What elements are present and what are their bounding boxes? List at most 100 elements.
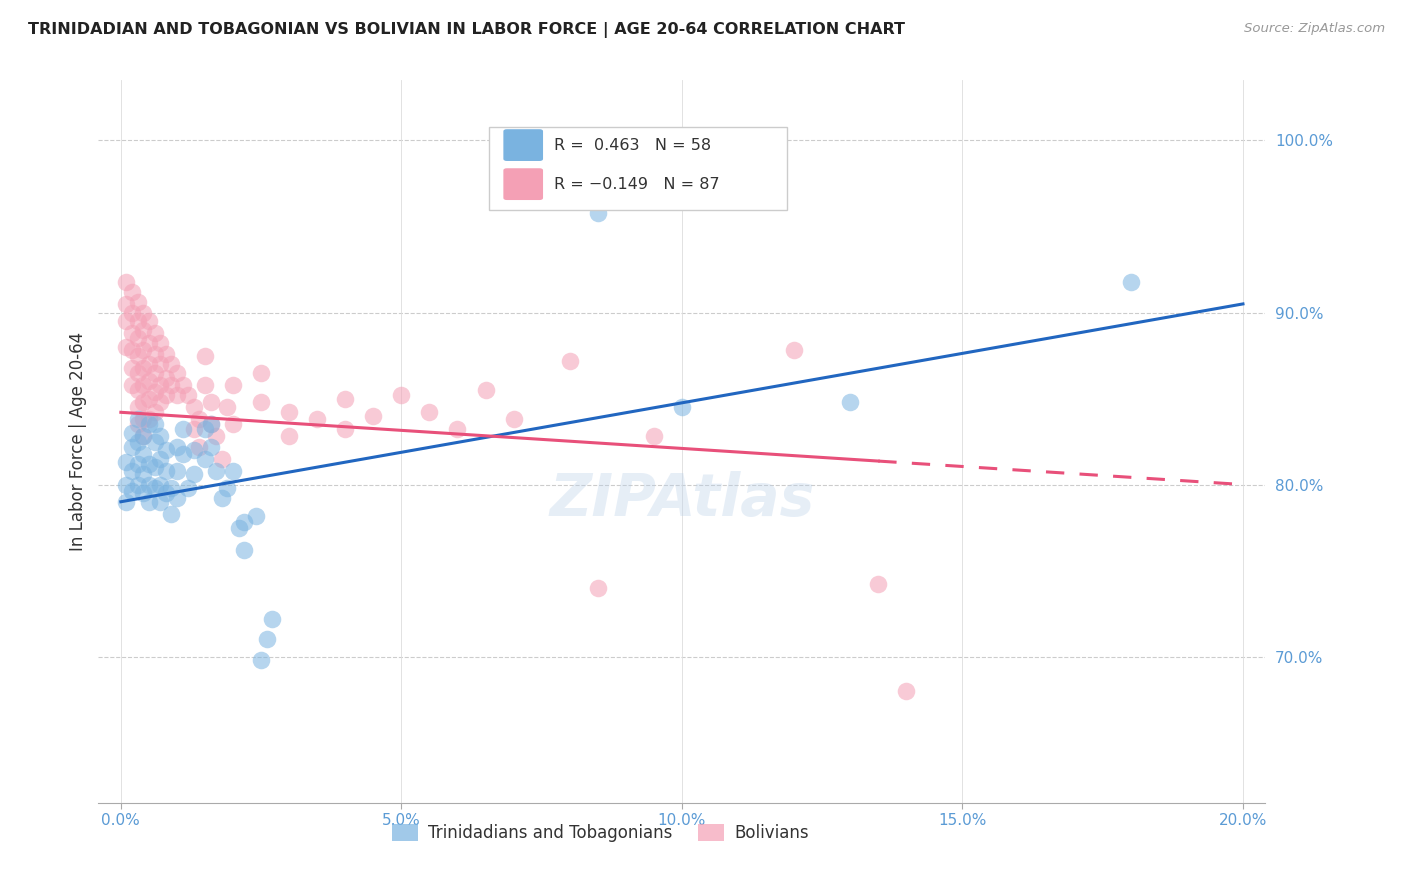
Point [143, 481, 166, 495]
Legend: Trinidadians and Tobagonians, Bolivians: Trinidadians and Tobagonians, Bolivians [385, 817, 815, 848]
Point [278, 429, 301, 443]
Point [389, 388, 412, 402]
FancyBboxPatch shape [503, 129, 543, 161]
Point [177, 481, 200, 495]
Point [132, 429, 155, 443]
Point [138, 336, 160, 351]
Point [121, 305, 143, 319]
Point [335, 392, 357, 406]
Point [172, 446, 194, 460]
Point [307, 412, 329, 426]
Point [127, 400, 149, 414]
Point [839, 395, 862, 409]
Point [502, 412, 524, 426]
Point [149, 451, 172, 466]
Point [335, 423, 357, 437]
Point [132, 360, 155, 375]
Point [127, 477, 149, 491]
Point [132, 429, 155, 443]
Point [155, 371, 177, 385]
Point [222, 377, 245, 392]
Point [183, 443, 205, 458]
Point [121, 285, 143, 299]
Point [671, 400, 693, 414]
Point [160, 377, 183, 392]
Point [121, 440, 143, 454]
Point [138, 494, 160, 508]
Point [222, 464, 245, 478]
Text: Source: ZipAtlas.com: Source: ZipAtlas.com [1244, 22, 1385, 36]
Point [143, 460, 166, 475]
Point [132, 323, 155, 337]
Point [418, 405, 440, 419]
Point [363, 409, 385, 423]
Point [643, 429, 665, 443]
Point [166, 388, 188, 402]
Point [138, 375, 160, 389]
Point [228, 520, 250, 534]
Point [132, 305, 155, 319]
Point [149, 477, 172, 491]
Point [194, 377, 217, 392]
Point [262, 612, 284, 626]
Point [149, 357, 172, 371]
Point [250, 395, 273, 409]
Point [194, 423, 217, 437]
Point [586, 206, 609, 220]
Point [138, 357, 160, 371]
Point [896, 684, 918, 698]
Point [149, 377, 172, 392]
Point [121, 484, 143, 499]
Point [138, 412, 160, 426]
Text: TRINIDADIAN AND TOBAGONIAN VS BOLIVIAN IN LABOR FORCE | AGE 20-64 CORRELATION CH: TRINIDADIAN AND TOBAGONIAN VS BOLIVIAN I… [28, 22, 905, 38]
Point [127, 349, 149, 363]
Point [160, 507, 183, 521]
Point [188, 440, 211, 454]
Point [121, 326, 143, 340]
Point [121, 464, 143, 478]
Point [143, 347, 166, 361]
Point [127, 434, 149, 449]
Point [138, 392, 160, 406]
Point [143, 405, 166, 419]
Point [278, 405, 301, 419]
Point [143, 366, 166, 380]
Point [115, 455, 138, 469]
Point [200, 417, 222, 432]
FancyBboxPatch shape [489, 128, 787, 211]
Point [200, 395, 222, 409]
Point [755, 188, 778, 202]
Point [127, 383, 149, 397]
Point [115, 494, 138, 508]
Point [155, 443, 177, 458]
Point [183, 467, 205, 482]
Point [132, 486, 155, 500]
Point [166, 491, 188, 506]
Point [132, 446, 155, 460]
Point [160, 481, 183, 495]
Point [155, 464, 177, 478]
Point [127, 366, 149, 380]
Point [558, 353, 581, 368]
Point [474, 383, 496, 397]
Point [138, 477, 160, 491]
Point [143, 417, 166, 432]
Point [143, 384, 166, 399]
Text: R =  0.463   N = 58: R = 0.463 N = 58 [554, 137, 710, 153]
Point [121, 377, 143, 392]
Point [250, 653, 273, 667]
Point [166, 440, 188, 454]
Point [222, 417, 245, 432]
Point [245, 508, 267, 523]
Point [172, 377, 194, 392]
Point [177, 388, 200, 402]
Point [256, 632, 278, 647]
Point [132, 377, 155, 392]
Point [205, 464, 228, 478]
Point [211, 491, 233, 506]
Point [194, 451, 217, 466]
Point [149, 429, 172, 443]
Point [132, 343, 155, 358]
Point [115, 297, 138, 311]
Point [127, 314, 149, 328]
